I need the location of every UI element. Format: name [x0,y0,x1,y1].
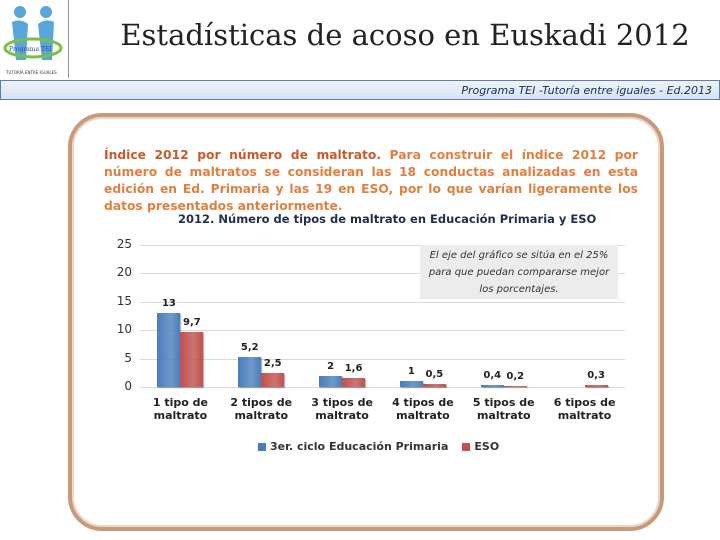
annotation: El eje del gráfico se sitúa en el 25% pa… [420,245,618,299]
logo [3,6,63,60]
y-tick-label: 20 [116,265,132,280]
value-label: 0,4 [483,369,502,381]
subtitle: Programa TEI -Tutoría entre iguales - Ed… [461,84,712,97]
grid-line [140,301,625,303]
bar [503,385,527,387]
bar [399,381,423,387]
value-label: 2 [327,360,335,372]
x-tick-label: 1 tipo de maltrato [152,396,208,422]
value-label: 5,2 [240,342,259,354]
y-tick-label: 10 [116,322,132,337]
value-label: 13 [161,298,176,310]
intro-body: Para construir el índice 2012 por número… [104,148,639,213]
y-tick-label: 5 [124,350,132,365]
legend-swatch [462,443,471,451]
legend-label: ESO [474,440,500,453]
bar [157,313,181,387]
bar [342,377,366,387]
value-label: 0,2 [506,370,525,382]
value-label: 1 [407,366,415,378]
bar [480,384,504,387]
legend-label: 3er. ciclo Educación Primaria [270,440,449,453]
bar [261,372,285,387]
x-tick-label: 3 tipos de maltrato [311,396,373,422]
slide-title: Estadísticas de acoso en Euskadi 2012 [120,18,690,52]
y-tick-label: 0 [124,379,132,393]
grid-line [140,387,625,388]
chart-title: 2012. Número de tipos de maltrato en Edu… [178,212,597,226]
bar [422,384,446,387]
grid-line [140,358,625,360]
x-tick-label: 4 tipos de maltrato [392,396,454,422]
grid-line [140,273,625,275]
x-tick-label: 6 tipos de maltrato [553,396,616,422]
logo-text: Programa TEI [9,46,52,53]
intro: Índice 2012 por número de maltrato. Para… [104,147,638,215]
panel [68,113,664,531]
value-label: 1,6 [344,362,363,374]
value-label: 0,5 [425,369,444,381]
value-label: 9,7 [183,316,201,328]
y-tick-label: 25 [116,237,132,251]
separator [68,0,69,78]
bar [238,357,262,387]
bar [584,385,608,387]
value-label: 2,5 [263,357,282,369]
value-label: 0,3 [587,370,605,382]
intro-lead: Índice 2012 por número de maltrato. [104,148,382,162]
grid-line [140,245,625,246]
y-tick-label: 15 [116,293,132,308]
x-tick-label: 2 tipos de maltrato [230,396,293,422]
grid-line [140,330,625,332]
x-tick-label: 5 tipos de maltrato [472,396,535,422]
legend-swatch [258,443,266,451]
logo-caption: TUTORÍA ENTRE IGUALES [6,70,57,75]
bar [319,375,343,387]
bar [180,331,204,387]
